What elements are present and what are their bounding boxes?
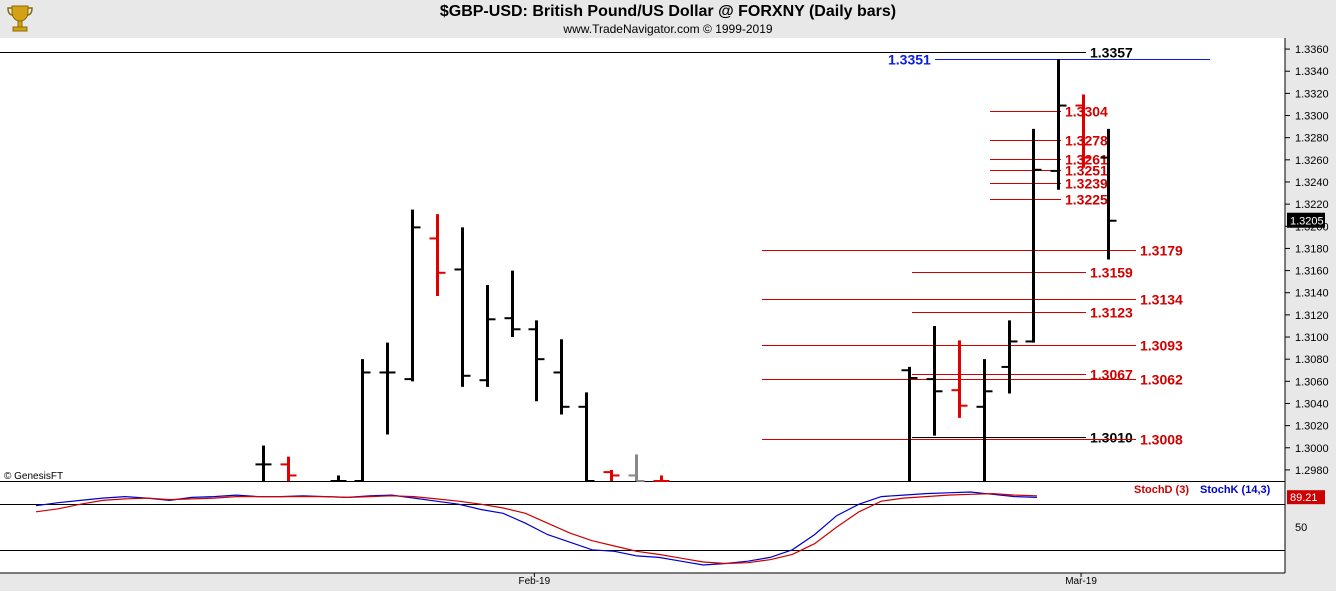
level-label-1.3123: 1.3123 <box>1090 305 1133 321</box>
price-tick-label: 1.3300 <box>1295 111 1329 123</box>
time-axis-panel <box>0 573 1285 591</box>
stoch-last-box <box>1287 490 1325 505</box>
last-price-box <box>1287 212 1325 228</box>
price-tick-label: 1.3120 <box>1295 310 1329 322</box>
price-tick-label: 1.3140 <box>1295 288 1329 300</box>
price-tick-label: 1.3180 <box>1295 243 1329 255</box>
price-tick-label: 1.3160 <box>1295 266 1329 278</box>
price-tick-label: 1.2980 <box>1295 465 1329 477</box>
level-label-1.3062: 1.3062 <box>1140 372 1183 388</box>
price-tick-label: 1.3080 <box>1295 354 1329 366</box>
stoch-line-d <box>35 492 1038 565</box>
level-label-1.3179: 1.3179 <box>1140 243 1183 259</box>
price-tick-label: 1.3100 <box>1295 332 1329 344</box>
price-tick-label: 1.3240 <box>1295 177 1329 189</box>
stoch-line-k <box>35 491 1038 566</box>
legend-stochk: StochK (14,3) <box>1200 484 1271 496</box>
level-label-1.3067: 1.3067 <box>1090 367 1133 383</box>
level-label-1.3225: 1.3225 <box>1065 192 1108 208</box>
time-tick-label: Mar-19 <box>1065 576 1097 587</box>
price-tick-label: 1.3060 <box>1295 376 1329 388</box>
level-label-1.3093: 1.3093 <box>1140 338 1183 354</box>
watermark: © GenesisFT <box>4 471 63 482</box>
chart-title: $GBP-USD: British Pound/US Dollar @ FORX… <box>439 3 897 20</box>
price-tick-label: 1.3000 <box>1295 443 1329 455</box>
legend-stochd: StochD (3) <box>1134 484 1189 496</box>
level-label-1.3251: 1.3251 <box>1065 163 1108 179</box>
level-label-1.3010: 1.3010 <box>1090 430 1133 446</box>
chart-subtitle: www.TradeNavigator.com © 1999-2019 <box>563 22 773 36</box>
last-price-label: 1.3205 <box>1290 216 1324 228</box>
price-tick-label: 1.3320 <box>1295 88 1329 100</box>
chart-header: $GBP-USD: British Pound/US Dollar @ FORX… <box>0 0 1336 38</box>
level-label-1.3008: 1.3008 <box>1140 432 1183 448</box>
stoch-last-label: 89.21 <box>1290 492 1318 504</box>
price-tick-label: 1.3360 <box>1295 44 1329 56</box>
stoch-tick-label: 50 <box>1295 522 1307 534</box>
level-label-1.3134: 1.3134 <box>1140 292 1183 308</box>
level-label-1.3304: 1.3304 <box>1065 104 1108 120</box>
level-label-1.3159: 1.3159 <box>1090 265 1133 281</box>
level-label-1.3239: 1.3239 <box>1065 176 1108 192</box>
time-tick-label: Feb-19 <box>519 576 551 587</box>
price-tick-label: 1.3020 <box>1295 421 1329 433</box>
price-tick-label: 1.3340 <box>1295 66 1329 78</box>
trophy-logo-icon <box>4 2 36 34</box>
level-label-1.3261: 1.3261 <box>1065 152 1108 168</box>
price-tick-label: 1.3220 <box>1295 199 1329 211</box>
level-label-1.3351: 1.3351 <box>888 52 931 68</box>
level-label-1.3357: 1.3357 <box>1090 45 1133 61</box>
price-tick-label: 1.3040 <box>1295 398 1329 410</box>
price-tick-label: 1.3260 <box>1295 155 1329 167</box>
level-label-1.3278: 1.3278 <box>1065 133 1108 149</box>
price-tick-label: 1.3280 <box>1295 133 1329 145</box>
